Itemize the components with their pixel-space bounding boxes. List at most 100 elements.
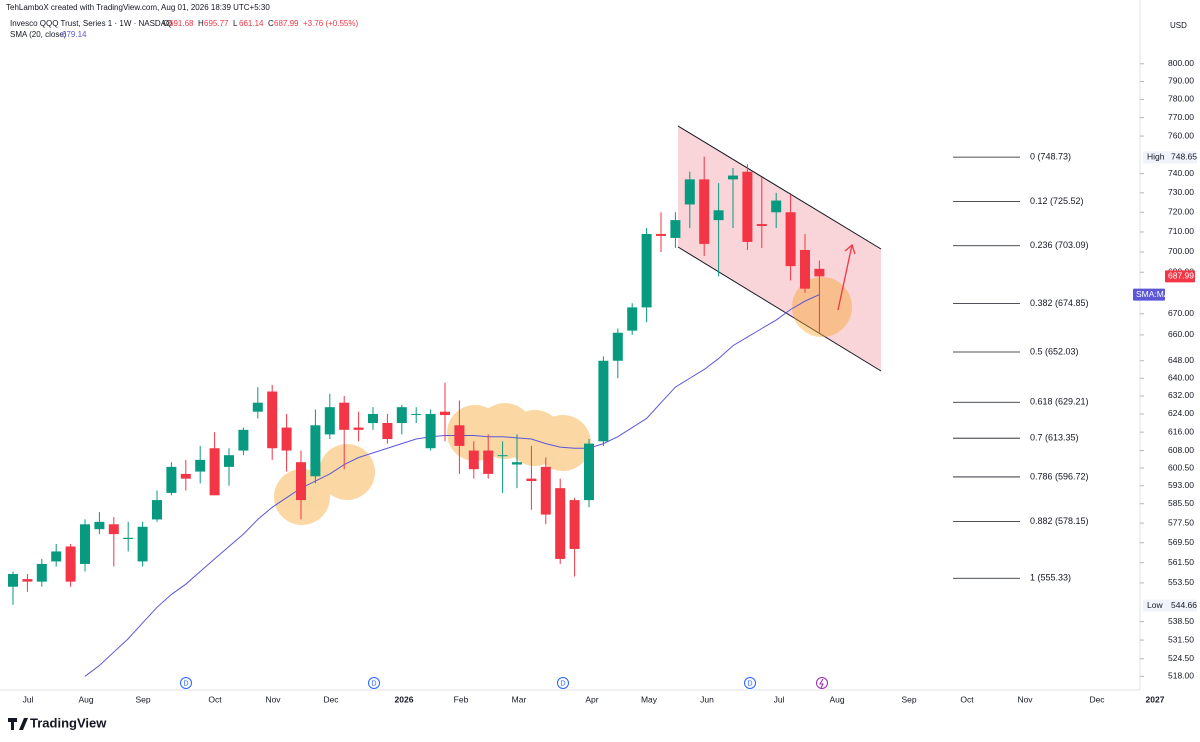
highlights — [274, 277, 852, 525]
currency: USD — [1170, 21, 1187, 30]
channel-bottom — [677, 246, 882, 372]
x-tick-label: 2027 — [1146, 694, 1165, 704]
sma-name: SMA (20, close) — [10, 30, 67, 39]
y-tick-label: 608.00 — [1168, 445, 1194, 455]
ohlc-value: 687.99 — [274, 19, 299, 28]
ohlc-value: 661.14 — [239, 19, 264, 28]
candle-body — [512, 462, 522, 465]
candle-body — [152, 500, 162, 520]
candle-body — [785, 212, 796, 267]
highlight — [319, 444, 375, 500]
x-tick-label: Feb — [454, 694, 469, 704]
candle-body — [281, 427, 292, 451]
y-tick-label: 730.00 — [1168, 187, 1194, 197]
channel-top — [677, 125, 882, 250]
ohlc-key: L — [233, 19, 238, 28]
candle-body — [267, 391, 278, 449]
candle-body — [728, 175, 738, 180]
candle-body — [224, 455, 234, 467]
highlight — [477, 403, 533, 459]
y-tick-label: 760.00 — [1168, 130, 1194, 140]
arrow — [837, 243, 856, 311]
candle-body — [526, 478, 537, 482]
candle-body — [569, 500, 580, 549]
candle-body — [699, 179, 710, 244]
candle-body — [684, 179, 695, 205]
y-tick-label: 593.00 — [1168, 480, 1194, 490]
x-tick-label: 2026 — [395, 694, 414, 704]
y-tick-label: 553.50 — [1168, 577, 1194, 587]
candle-body — [627, 307, 638, 331]
fib-label: 0.786 (596.72) — [1030, 471, 1089, 481]
low-value: 544.66 — [1171, 600, 1197, 610]
ohlc-key: C — [268, 19, 274, 28]
high-label: High — [1147, 152, 1165, 162]
candle-body — [771, 200, 782, 213]
y-tick-label: 531.50 — [1168, 634, 1194, 644]
x-tick-label: Oct — [208, 694, 222, 704]
candle-body — [108, 524, 119, 535]
sma-line — [84, 294, 820, 677]
change: +3.76 (+0.55%) — [303, 19, 358, 28]
last-price-text: 687.99 — [1168, 271, 1194, 281]
fib-label: 0.5 (652.03) — [1030, 346, 1079, 356]
sma-value: 679.14 — [62, 30, 87, 39]
y-tick-label: 790.00 — [1168, 76, 1194, 86]
candle-body — [123, 537, 134, 540]
candle-body — [51, 551, 62, 562]
candle-body — [65, 546, 76, 582]
y-tick-label: 600.50 — [1168, 462, 1194, 472]
candle-body — [440, 411, 450, 416]
logo-icon — [8, 718, 28, 730]
y-tick-label: 770.00 — [1168, 112, 1194, 122]
y-tick-label: 632.00 — [1168, 390, 1194, 400]
candle-body — [814, 268, 825, 277]
candle-body — [468, 450, 479, 470]
sma-tag-text: SMA:MA — [1136, 289, 1170, 299]
y-tick-label: 524.50 — [1168, 653, 1194, 663]
x-tick-label: Sep — [901, 694, 916, 704]
event-marker-label: D — [560, 680, 565, 687]
y-tick-label: 518.00 — [1168, 671, 1194, 681]
candle-body — [425, 413, 436, 449]
candle-body — [166, 466, 177, 493]
y-tick-label: 720.00 — [1168, 207, 1194, 217]
earnings-marker — [816, 677, 828, 689]
event-marker — [557, 677, 569, 689]
sma-tag-box — [1133, 288, 1165, 301]
x-tick-label: May — [641, 694, 658, 704]
y-tick-label: 616.00 — [1168, 426, 1194, 436]
candle-body — [742, 171, 753, 242]
y-tick-label: 780.00 — [1168, 94, 1194, 104]
ohlc-value: 691.68 — [169, 19, 194, 28]
candle-body — [497, 455, 508, 457]
candle-body — [353, 427, 364, 430]
symbol: Invesco QQQ Trust, Series 1 · 1W · NASDA… — [10, 19, 172, 28]
x-tick-label: Nov — [265, 694, 281, 704]
candle-body — [180, 473, 191, 479]
fib-label: 0.882 (578.15) — [1030, 516, 1089, 526]
highlight — [447, 405, 503, 461]
event-marker — [744, 677, 756, 689]
candle-body — [209, 448, 220, 496]
y-tick-label: 648.00 — [1168, 355, 1194, 365]
credit: TehLamboX created with TradingView.com, … — [6, 3, 270, 12]
candle-body — [310, 425, 321, 477]
candle-body — [324, 407, 335, 435]
candle-body — [396, 407, 407, 424]
x-tick-label: Apr — [585, 694, 598, 704]
candle-body — [22, 579, 33, 582]
candle-body — [641, 233, 652, 308]
candle-body — [454, 425, 465, 446]
event-marker-label: D — [747, 680, 752, 687]
fib-label: 0.236 (703.09) — [1030, 240, 1089, 250]
candle-body — [612, 332, 623, 361]
candle-body — [80, 524, 90, 564]
x-tick-label: Dec — [1089, 694, 1105, 704]
logo: TradingView — [8, 715, 107, 730]
candle-body — [137, 526, 148, 562]
highlight — [792, 277, 852, 337]
candle-body — [598, 360, 609, 442]
y-tick-label: 740.00 — [1168, 168, 1194, 178]
logo-text: TradingView — [30, 715, 107, 730]
